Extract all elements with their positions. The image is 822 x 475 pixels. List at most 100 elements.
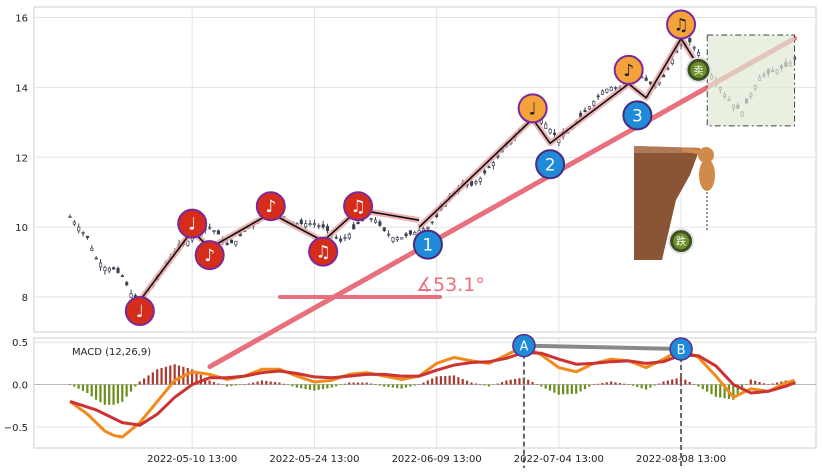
macd-histogram-bar: [295, 384, 298, 388]
macd-histogram-bar: [723, 384, 726, 399]
candle-body: [408, 230, 412, 235]
macd-histogram-bar: [417, 384, 421, 386]
candle-body: [552, 132, 557, 135]
macd-histogram-bar: [496, 383, 499, 385]
macd-histogram-bar: [479, 384, 482, 386]
macd-histogram-bar: [369, 383, 373, 385]
macd-histogram-bar: [191, 369, 194, 385]
macd-histogram-bar: [736, 384, 739, 395]
macd-histogram-bar: [326, 384, 329, 389]
candle-body: [343, 237, 347, 239]
signal-badge-inner: [690, 61, 707, 78]
x-tick-label: 2022-08-08 13:00: [636, 454, 726, 465]
macd-histogram-bar: [330, 384, 333, 388]
macd-histogram-bar: [129, 384, 133, 392]
macd-histogram-bar: [156, 369, 159, 385]
macd-histogram-bar: [383, 384, 386, 387]
macd-histogram-bar: [99, 384, 102, 403]
macd-histogram-bar: [771, 383, 774, 385]
wave-marker-label: ♩: [136, 302, 144, 322]
macd-histogram-bar: [548, 384, 552, 391]
macd-histogram-bar: [575, 384, 578, 394]
macd-histogram-bar: [212, 382, 216, 385]
macd-histogram-bar: [518, 378, 521, 385]
candle-body: [85, 235, 90, 238]
macd-histogram-bar: [164, 366, 168, 385]
macd-histogram-bar: [780, 381, 783, 385]
candle-body: [478, 177, 482, 182]
candle-body: [225, 242, 229, 245]
x-tick-label: 2022-06-09 13:00: [392, 454, 482, 465]
macd-histogram-bar: [404, 384, 408, 388]
candle-body: [666, 67, 670, 70]
macd-histogram-bar: [610, 381, 613, 385]
candle-body: [692, 46, 696, 49]
macd-histogram-bar: [505, 380, 508, 385]
macd-histogram-bar: [775, 382, 779, 385]
macd-histogram-bar: [81, 384, 85, 391]
macd-histogram-bar: [278, 382, 281, 385]
macd-histogram-bar: [400, 384, 403, 389]
macd-histogram-bar: [623, 383, 626, 385]
macd-histogram-bar: [86, 384, 89, 393]
candle-body: [120, 275, 124, 278]
candle-body: [391, 237, 395, 242]
price-y-tick-label: 8: [22, 293, 28, 304]
macd-histogram-bar: [365, 382, 368, 385]
candle-body: [129, 293, 133, 298]
cat-body: [699, 159, 715, 191]
candle-body: [81, 232, 85, 234]
candle-body: [378, 221, 382, 226]
macd-histogram-bar: [387, 384, 390, 388]
macd-histogram-bar: [409, 384, 412, 387]
candle-body: [229, 239, 234, 244]
macd-histogram-bar: [461, 378, 464, 385]
macd-histogram-bar: [653, 384, 656, 386]
candle-body: [339, 238, 343, 242]
macd-histogram-bar: [671, 379, 674, 385]
wave-marker-circle: [517, 93, 548, 124]
candle-body: [77, 226, 81, 232]
macd-histogram-bar: [583, 384, 587, 390]
wave-marker-circle: [177, 208, 208, 239]
highlight-box: [706, 34, 796, 127]
macd-histogram-bar: [108, 384, 111, 405]
candle-body: [400, 237, 404, 240]
candle-body: [696, 52, 701, 56]
macd-histogram-bar: [535, 384, 539, 385]
macd-histogram-bar: [287, 384, 290, 386]
wave-marker-circle: [412, 229, 443, 260]
macd-histogram-bar: [112, 384, 115, 405]
candle-body: [609, 87, 613, 92]
wave-marker-label: ♪: [204, 246, 215, 266]
macd-histogram-bar: [697, 384, 700, 387]
macd-histogram-bar: [343, 383, 346, 385]
macd-histogram-bar: [640, 384, 643, 389]
divergence-point-circle: [669, 337, 693, 361]
angle-label: ∡53.1°: [416, 274, 485, 296]
candle-body: [103, 266, 107, 272]
macd-histogram-bar: [465, 380, 469, 385]
cliff-shape: [634, 146, 700, 260]
candle-body: [352, 224, 356, 230]
candle-body: [483, 170, 487, 174]
macd-histogram-bar: [540, 384, 543, 387]
macd-histogram-bar: [413, 384, 416, 386]
candle-body: [605, 88, 609, 93]
macd-histogram-bar: [483, 384, 486, 386]
candle-body: [72, 221, 76, 225]
candle-body: [670, 59, 674, 64]
candle-body: [387, 233, 391, 236]
candle-body: [312, 223, 316, 226]
candle-body: [308, 223, 312, 226]
macd-histogram-bar: [304, 384, 307, 390]
macd-histogram-bar: [614, 382, 617, 385]
macd-histogram-bar: [618, 383, 621, 385]
macd-histogram-bar: [173, 364, 176, 385]
cat-head: [698, 147, 714, 163]
macd-histogram-bar: [754, 380, 757, 385]
wave-marker-label: 3: [632, 106, 643, 126]
macd-y-tick-label: −0.5: [4, 423, 28, 434]
wave-marker-circle: [124, 296, 155, 327]
